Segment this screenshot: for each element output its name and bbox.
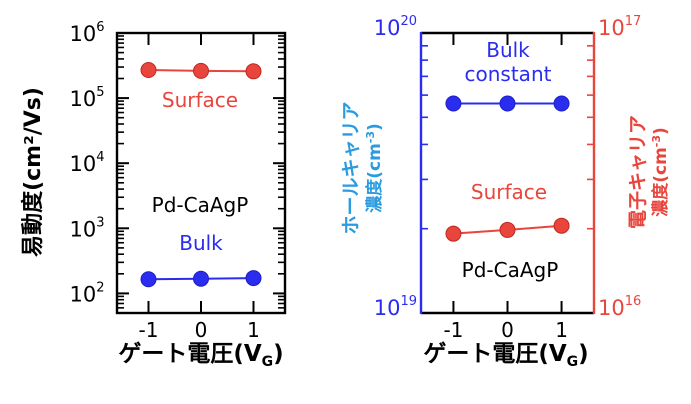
x-ticks [452,33,563,313]
data-point [245,63,262,80]
x-axis-label: ゲート電圧(VG) [118,341,283,370]
plot-frame [115,31,287,315]
series-label-surface: Surface [162,88,238,112]
y-tick-label: 105 [69,85,104,111]
right-y-tick-label-min: 1016 [598,294,641,320]
y-tick-label: 103 [69,215,104,241]
annotation-material: Pd-CaAgP [152,193,249,217]
mobility-chart: 102 103 104 105 106 -1 0 1 Surface Pd-CaAgP Bu… [20,20,287,370]
right-y-axis-label-line1: 電子キャリア [627,115,649,229]
series-label-bulk: Bulk [179,231,223,255]
y-tick-label: 102 [69,280,104,306]
y-tick-label: 104 [69,150,104,176]
x-tick-label: 0 [501,318,514,342]
right-y-tick-label-max: 1017 [598,14,641,40]
x-tick-label: -1 [139,318,159,342]
x-tick-label: 1 [555,318,568,342]
data-point [245,270,262,287]
data-point [553,95,570,112]
data-point [445,225,462,242]
series-layer [445,95,570,242]
x-axis-label: ゲート電圧(VG) [423,341,588,370]
x-tick-labels: -1 0 1 [139,318,260,342]
series-layer [140,62,262,288]
x-ticks [147,33,255,313]
left-y-tick-label-min: 1019 [374,294,417,320]
data-point [445,95,462,112]
series-label-surface: Surface [471,180,547,204]
left-y-axis-label-line1: ホールキャリア [340,101,362,234]
data-point [140,271,157,288]
y-tick-label: 106 [69,20,104,46]
x-tick-label: 1 [247,318,260,342]
series-label-bulk-line2: constant [465,62,552,86]
y-tick-labels: 102 103 104 105 106 [69,20,104,306]
x-tick-label: -1 [443,318,463,342]
data-point [499,221,516,238]
data-point [499,95,516,112]
y-tick-labels: 1019 1020 1016 1017 [374,14,642,320]
carrier-density-chart: 1019 1020 1016 1017 -1 0 1 Bulk constant Surf… [340,14,671,370]
data-point [193,62,209,79]
x-tick-labels: -1 0 1 [443,318,567,342]
data-point [140,62,157,79]
data-point [553,217,570,234]
x-tick-label: 0 [195,318,208,342]
left-y-axis-label-line2: 濃度(cm-3) [364,123,385,213]
left-y-tick-label-max: 1020 [374,14,417,40]
right-y-axis-label-line2: 濃度(cm-3) [650,127,671,217]
series-label-bulk-line1: Bulk [486,38,530,62]
y-axis-label: 易動度(cm²/Vs) [20,87,46,257]
data-point [193,270,209,287]
annotation-material: Pd-CaAgP [462,258,559,282]
